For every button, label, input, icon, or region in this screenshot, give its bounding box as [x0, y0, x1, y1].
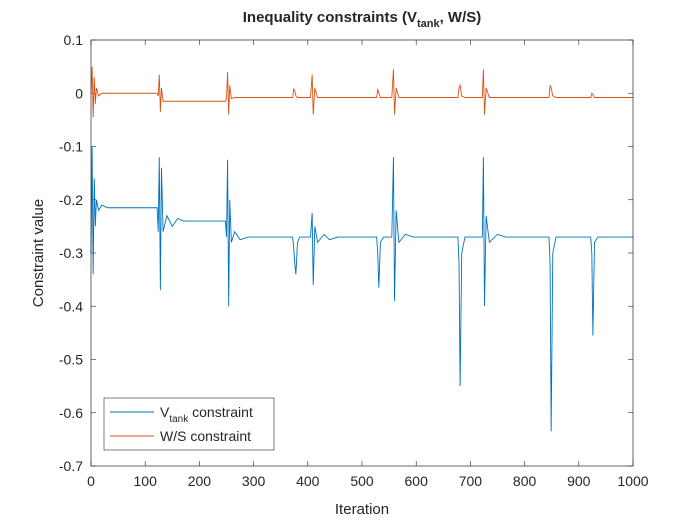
data-line	[90, 66, 633, 118]
legend-label: Vtank constraint	[160, 404, 253, 425]
x-tick-label: 200	[188, 473, 212, 489]
y-tick-label: -0.3	[59, 245, 83, 261]
legend-label: W/S constraint	[160, 428, 251, 444]
y-tick-label: -0.5	[59, 352, 83, 368]
x-tick-label: 100	[134, 473, 158, 489]
legend-text: V	[160, 404, 170, 420]
legend-subscript: tank	[169, 414, 189, 425]
y-tick-label: -0.6	[59, 405, 83, 421]
x-tick-label: 1000	[617, 473, 648, 489]
x-tick-label: 700	[459, 473, 483, 489]
x-tick-label: 0	[87, 473, 95, 489]
y-tick-label: -0.4	[59, 298, 83, 314]
x-tick-label: 500	[350, 473, 374, 489]
x-tick-label: 900	[567, 473, 591, 489]
chart-title: Inequality constraints (Vtank, W/S)	[243, 9, 482, 30]
x-tick-label: 300	[242, 473, 266, 489]
title-part: , W/S)	[440, 9, 482, 26]
y-tick-label: 0.1	[64, 32, 84, 48]
x-tick-label: 400	[296, 473, 320, 489]
x-tick-label: 800	[513, 473, 537, 489]
x-axis-label: Iteration	[335, 501, 389, 518]
y-tick-label: -0.7	[59, 458, 83, 474]
legend-text: constraint	[188, 404, 253, 420]
y-tick-label: 0	[75, 85, 83, 101]
y-axis-label: Constraint value	[30, 199, 47, 307]
x-tick-label: 600	[405, 473, 429, 489]
y-tick-label: -0.2	[59, 192, 83, 208]
title-part: Inequality constraints (V	[243, 9, 417, 26]
data-line	[90, 146, 633, 432]
axes-box	[90, 39, 634, 467]
legend-box	[103, 397, 275, 451]
y-tick-label: -0.1	[59, 139, 83, 155]
title-subscript: tank	[417, 18, 441, 30]
